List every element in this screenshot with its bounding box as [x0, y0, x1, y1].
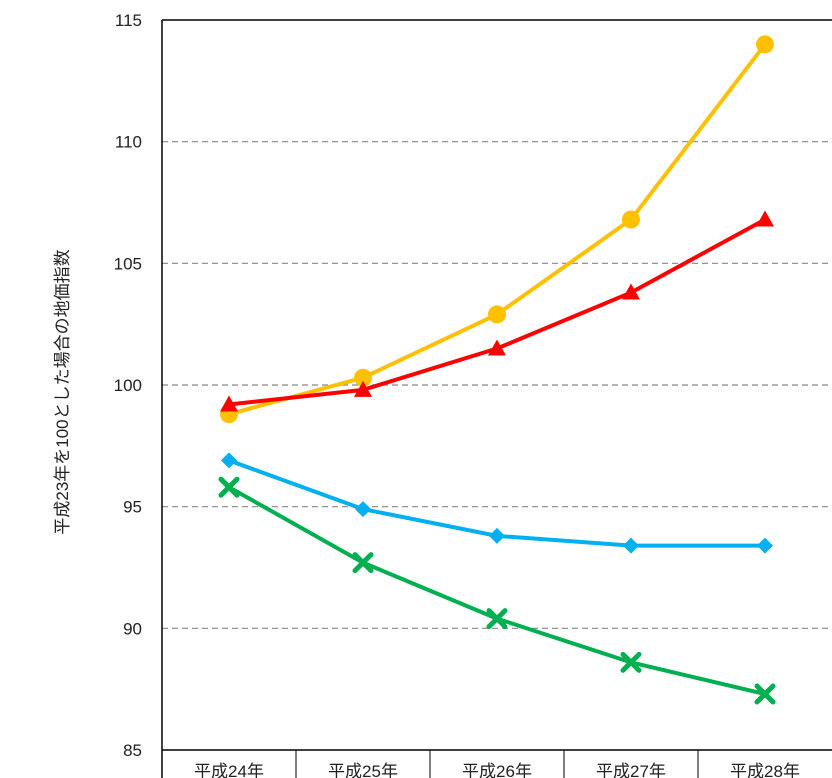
series-line — [228, 485, 766, 696]
series-4 — [218, 476, 776, 705]
x-tick-label: 平成24年 — [194, 762, 264, 778]
data-point-circle — [622, 210, 640, 229]
data-point-cross — [218, 476, 240, 498]
series-line — [228, 43, 767, 417]
data-point-cross — [620, 651, 642, 673]
x-tick-label: 平成27年 — [596, 762, 666, 778]
x-tick-label: 平成28年 — [730, 762, 800, 778]
data-point-diamond — [355, 501, 371, 518]
data-point-triangle — [622, 283, 640, 300]
y-tick-label: 105 — [114, 254, 142, 273]
data-point-circle — [756, 35, 774, 54]
gridlines — [162, 141, 832, 629]
series-1 — [220, 35, 774, 424]
y-tick-labels: 85 90 95 100 105 110 115 — [114, 11, 142, 760]
data-point-cross — [754, 683, 776, 705]
data-point-triangle — [756, 210, 774, 227]
y-tick-label: 90 — [123, 619, 142, 638]
data-point-diamond — [623, 537, 639, 554]
y-tick-label: 100 — [114, 376, 142, 395]
series-3 — [221, 452, 773, 554]
data-point-triangle — [220, 395, 238, 412]
y-tick-label: 110 — [115, 133, 142, 152]
data-point-circle — [354, 368, 372, 387]
data-point-triangle — [488, 339, 506, 356]
data-point-cross — [486, 608, 508, 630]
data-point-cross — [352, 552, 374, 574]
series-group — [218, 35, 776, 705]
x-tick-label: 平成26年 — [462, 762, 532, 778]
x-tick-labels: 平成24年 平成25年 平成26年 平成27年 平成28年 — [194, 762, 800, 778]
data-point-diamond — [757, 537, 773, 554]
axes — [161, 19, 832, 778]
y-tick-label: 95 — [123, 498, 142, 517]
x-tick-label: 平成25年 — [328, 762, 398, 778]
data-point-diamond — [221, 452, 237, 469]
y-axis-label: 平成23年を100とした場合の地価指数 — [53, 249, 72, 534]
y-tick-label: 115 — [115, 11, 142, 30]
data-point-diamond — [489, 527, 505, 544]
data-point-circle — [488, 305, 506, 324]
y-tick-label: 85 — [123, 741, 142, 760]
series-2 — [220, 210, 774, 412]
data-point-triangle — [354, 380, 372, 397]
